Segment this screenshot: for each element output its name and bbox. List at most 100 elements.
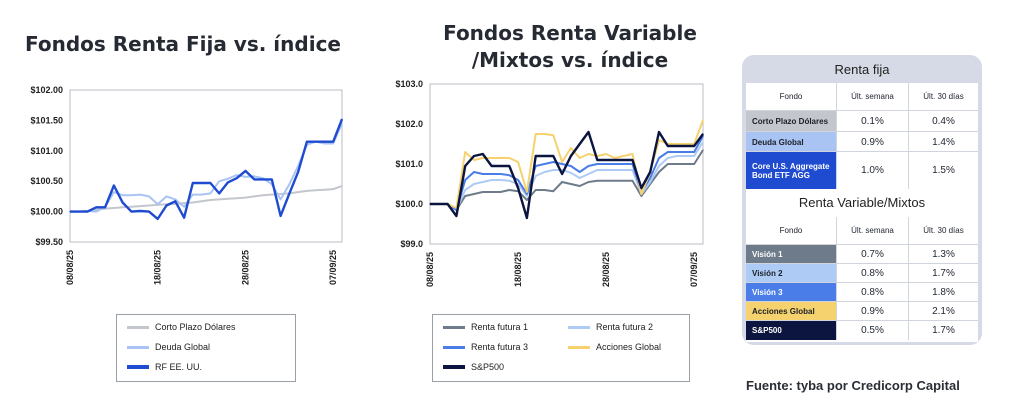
data-point bbox=[561, 163, 563, 165]
week-return-cell: 0.9% bbox=[836, 302, 908, 321]
data-point bbox=[605, 153, 607, 155]
data-point bbox=[535, 189, 537, 191]
data-point bbox=[297, 165, 299, 167]
series-line-s-p500 bbox=[430, 130, 704, 220]
data-point bbox=[306, 190, 308, 192]
data-point bbox=[332, 188, 334, 190]
x-tick-label: 08/08/25 bbox=[425, 252, 435, 287]
legend-swatch bbox=[127, 345, 149, 349]
data-point bbox=[227, 181, 229, 183]
data-point bbox=[587, 173, 590, 175]
data-point bbox=[526, 217, 528, 219]
data-point bbox=[464, 151, 466, 153]
data-point bbox=[517, 161, 519, 163]
data-point bbox=[623, 159, 625, 161]
data-point bbox=[464, 165, 466, 167]
data-point bbox=[218, 198, 220, 200]
data-point bbox=[271, 178, 273, 180]
week-return-cell: 0.8% bbox=[836, 264, 908, 283]
data-point bbox=[526, 199, 528, 201]
series-line-corto-plazo-d-lares bbox=[70, 185, 343, 213]
data-point bbox=[508, 165, 510, 167]
data-point bbox=[482, 153, 484, 155]
data-point bbox=[104, 206, 106, 208]
data-point bbox=[473, 171, 475, 173]
series-line-renta-futura-3 bbox=[430, 135, 704, 211]
data-point bbox=[201, 194, 203, 196]
data-point bbox=[447, 203, 449, 205]
data-point bbox=[631, 159, 634, 161]
data-point bbox=[69, 211, 71, 213]
data-point bbox=[95, 206, 97, 208]
data-point bbox=[631, 153, 634, 155]
data-point bbox=[209, 192, 211, 194]
data-point bbox=[455, 215, 457, 217]
data-point bbox=[464, 179, 466, 181]
x-tick-label: 07/09/25 bbox=[689, 252, 699, 287]
data-point bbox=[280, 198, 282, 200]
data-point bbox=[543, 133, 546, 135]
fund-name-cell: Deuda Global bbox=[746, 132, 836, 152]
data-point bbox=[236, 174, 238, 176]
x-tick-label: 18/08/25 bbox=[513, 252, 523, 287]
legend-item-s-p500: S&P500 bbox=[443, 360, 504, 374]
data-point bbox=[499, 191, 502, 193]
data-point bbox=[280, 193, 282, 195]
data-point bbox=[658, 165, 660, 167]
data-point bbox=[209, 199, 211, 201]
data-point bbox=[676, 155, 678, 157]
data-point bbox=[95, 211, 97, 213]
data-point bbox=[535, 155, 537, 157]
data-point bbox=[148, 195, 150, 197]
data-point bbox=[587, 165, 590, 167]
plot-area bbox=[429, 83, 704, 245]
x-tick-label: 08/08/25 bbox=[65, 250, 75, 285]
data-point bbox=[508, 180, 510, 182]
legend-renta-fija: Corto Plazo Dólares Deuda Global RF EE. UU… bbox=[116, 314, 296, 382]
table-row: Corto Plazo Dólares 0.1% 0.4% bbox=[746, 110, 978, 132]
chart-title-renta-fija: Fondos Renta Fija vs. índice bbox=[25, 32, 341, 56]
month-return-cell: 2.1% bbox=[908, 302, 978, 321]
data-point bbox=[122, 201, 124, 204]
data-point bbox=[543, 155, 546, 157]
y-tick-label: $101.50 bbox=[30, 115, 63, 125]
y-tick-label: $102.00 bbox=[30, 85, 63, 95]
data-point bbox=[130, 211, 132, 213]
legend-swatch bbox=[568, 345, 590, 349]
data-point bbox=[332, 141, 334, 143]
data-point bbox=[561, 161, 563, 163]
series-line-acciones-global bbox=[430, 119, 704, 209]
data-point bbox=[693, 163, 695, 165]
y-tick-label: $99.0 bbox=[400, 239, 423, 249]
data-point bbox=[139, 205, 141, 207]
data-point bbox=[130, 194, 132, 196]
data-point bbox=[491, 173, 493, 175]
data-point bbox=[587, 131, 590, 133]
data-point bbox=[552, 161, 554, 163]
data-point bbox=[693, 145, 695, 147]
data-point bbox=[605, 169, 607, 171]
data-point bbox=[209, 182, 211, 184]
data-point bbox=[236, 177, 238, 179]
series-deuda-global bbox=[69, 122, 343, 213]
data-point bbox=[676, 143, 678, 145]
table-row: Acciones Global 0.9% 2.1% bbox=[746, 301, 978, 321]
data-point bbox=[543, 163, 546, 165]
legend-label: Renta futura 2 bbox=[596, 322, 654, 332]
data-point bbox=[473, 193, 475, 195]
data-point bbox=[244, 176, 247, 178]
data-point bbox=[482, 191, 484, 193]
data-point bbox=[262, 194, 264, 196]
data-point bbox=[473, 155, 475, 157]
data-point bbox=[526, 195, 528, 197]
data-point bbox=[587, 153, 590, 155]
data-point bbox=[561, 181, 563, 183]
data-point bbox=[658, 131, 660, 133]
header-semana: Últ. semana bbox=[836, 217, 908, 244]
section-title-renta-fija: Renta fija bbox=[834, 62, 890, 77]
data-point bbox=[623, 155, 625, 157]
table-row: Visión 3 0.8% 1.8% bbox=[746, 282, 978, 302]
data-point bbox=[605, 163, 607, 165]
legend-item-acciones-global: Acciones Global bbox=[568, 340, 661, 354]
data-point bbox=[658, 139, 660, 141]
